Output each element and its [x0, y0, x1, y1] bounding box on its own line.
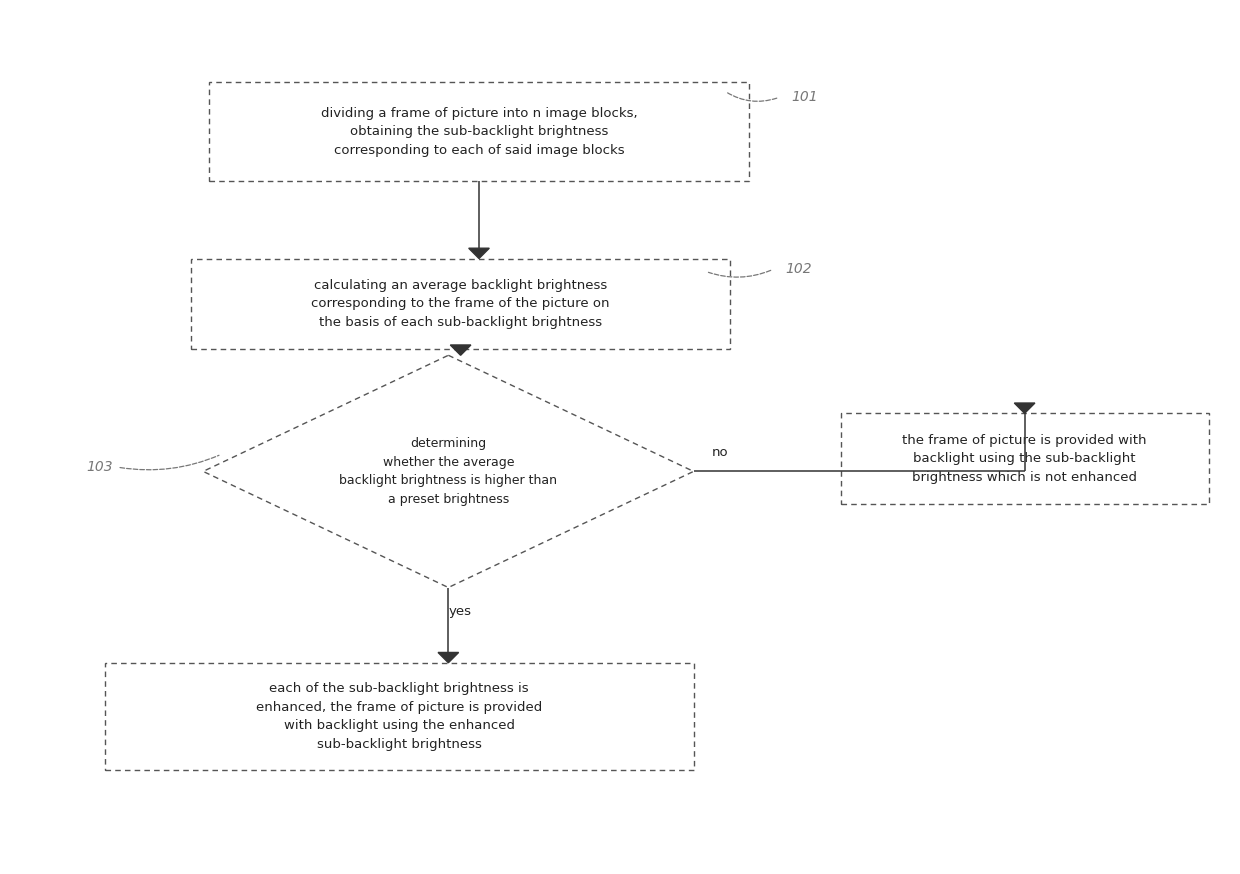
- Polygon shape: [469, 248, 490, 259]
- Text: yes: yes: [449, 605, 472, 618]
- Text: 103: 103: [87, 460, 113, 474]
- Text: the frame of picture is provided with
backlight using the sub-backlight
brightne: the frame of picture is provided with ba…: [903, 434, 1147, 483]
- Text: dividing a frame of picture into n image blocks,
obtaining the sub-backlight bri: dividing a frame of picture into n image…: [321, 107, 637, 156]
- Text: 101: 101: [791, 90, 818, 104]
- Text: each of the sub-backlight brightness is
enhanced, the frame of picture is provid: each of the sub-backlight brightness is …: [257, 683, 542, 751]
- Text: no: no: [712, 446, 729, 459]
- FancyBboxPatch shape: [105, 662, 693, 770]
- Polygon shape: [438, 653, 459, 662]
- Text: determining
whether the average
backlight brightness is higher than
a preset bri: determining whether the average backligh…: [340, 437, 557, 506]
- FancyBboxPatch shape: [191, 259, 730, 349]
- Text: calculating an average backlight brightness
corresponding to the frame of the pi: calculating an average backlight brightn…: [311, 279, 610, 329]
- Text: 102: 102: [785, 262, 812, 276]
- Polygon shape: [1014, 403, 1035, 413]
- FancyBboxPatch shape: [210, 82, 749, 181]
- Polygon shape: [203, 356, 693, 587]
- Polygon shape: [450, 345, 471, 356]
- FancyBboxPatch shape: [841, 413, 1209, 503]
